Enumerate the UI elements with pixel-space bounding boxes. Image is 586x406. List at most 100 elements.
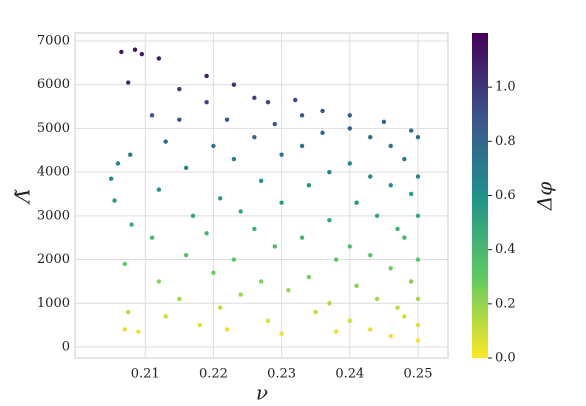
point <box>218 196 223 201</box>
point <box>306 274 312 280</box>
point <box>347 126 353 131</box>
point <box>125 309 131 315</box>
point <box>395 305 400 310</box>
point <box>299 143 305 149</box>
point <box>224 117 230 122</box>
point <box>347 113 353 118</box>
point <box>177 86 182 92</box>
colorbar-tick-label: 0.0 <box>495 351 516 366</box>
point <box>190 213 196 219</box>
point <box>252 226 257 232</box>
point <box>156 187 162 192</box>
point <box>139 51 145 57</box>
point <box>252 134 257 140</box>
point <box>327 218 332 223</box>
point <box>119 49 124 55</box>
point <box>231 156 237 162</box>
y-tick-label: 3000 <box>37 208 70 223</box>
point <box>132 47 138 52</box>
point <box>388 143 393 149</box>
point <box>231 257 237 262</box>
point <box>231 82 237 87</box>
point <box>388 333 393 339</box>
point <box>388 266 393 271</box>
colorbar-tick-label: 1.0 <box>495 80 516 95</box>
point <box>415 134 421 140</box>
x-tick-label: 0.23 <box>267 367 296 382</box>
point <box>211 270 216 275</box>
y-tick-label: 2000 <box>37 252 70 267</box>
point <box>395 226 400 232</box>
point <box>204 231 209 236</box>
point <box>320 108 325 114</box>
point <box>125 80 131 85</box>
point <box>156 56 162 61</box>
point <box>320 130 325 135</box>
plot-frame <box>74 32 449 359</box>
point <box>368 252 373 258</box>
x-tick-label: 0.22 <box>199 367 228 382</box>
point <box>183 252 189 258</box>
point <box>333 329 339 334</box>
point <box>218 305 223 310</box>
x-tick-label: 0.24 <box>335 367 364 382</box>
point <box>238 209 243 214</box>
point <box>388 183 393 188</box>
point <box>347 318 353 323</box>
point <box>286 287 291 293</box>
point <box>299 113 305 118</box>
point <box>108 176 114 181</box>
point <box>258 178 264 184</box>
point <box>279 331 284 337</box>
point <box>149 113 155 118</box>
y-axis-label: Λ̃ <box>11 189 35 205</box>
point <box>381 119 387 125</box>
y-tick-label: 0 <box>62 339 70 354</box>
y-tick-label: 5000 <box>37 121 70 136</box>
x-tick-label: 0.25 <box>404 367 433 382</box>
y-tick-label: 4000 <box>37 165 70 180</box>
colorbar <box>472 33 488 358</box>
y-tick-label: 1000 <box>37 296 70 311</box>
point <box>293 97 298 103</box>
point <box>368 174 373 179</box>
point <box>347 161 353 166</box>
point <box>252 95 257 101</box>
point <box>333 257 339 262</box>
point <box>177 296 182 302</box>
point <box>112 198 117 203</box>
point <box>183 165 189 170</box>
point <box>402 235 407 240</box>
colorbar-tick-label: 0.2 <box>495 296 516 311</box>
point <box>354 200 359 205</box>
point <box>128 152 133 157</box>
point <box>313 309 318 315</box>
point <box>368 327 373 332</box>
x-axis-label: ν <box>256 381 268 405</box>
point <box>402 314 407 319</box>
point <box>115 161 121 166</box>
point <box>415 322 421 328</box>
point <box>374 296 380 302</box>
point <box>279 200 284 205</box>
point <box>408 128 414 133</box>
point <box>211 143 216 149</box>
point <box>224 327 230 332</box>
point <box>197 322 202 328</box>
point <box>258 279 264 284</box>
point <box>129 222 134 227</box>
point <box>265 318 271 323</box>
point <box>415 213 421 219</box>
point <box>163 314 168 319</box>
point <box>415 338 421 343</box>
point <box>122 261 127 267</box>
point <box>415 296 421 302</box>
point <box>354 283 359 288</box>
point <box>238 292 243 297</box>
point <box>163 139 168 144</box>
point <box>122 327 127 332</box>
point <box>272 244 277 249</box>
colorbar-label: Δφ <box>533 182 557 211</box>
point <box>415 257 421 262</box>
